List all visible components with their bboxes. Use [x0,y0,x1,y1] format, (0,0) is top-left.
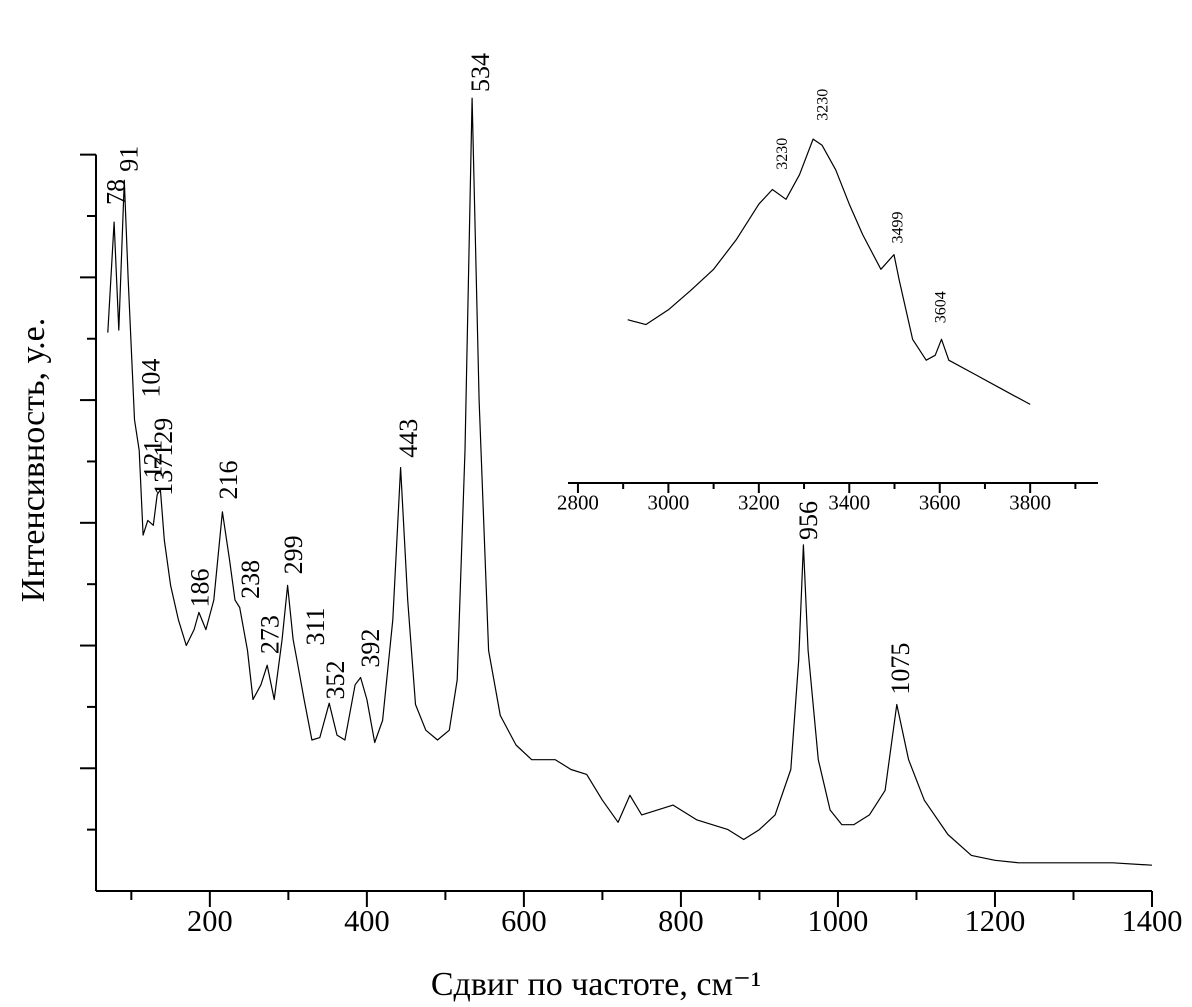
x-tick-label: 3000 [648,491,690,515]
peak-label: 273 [256,615,285,654]
x-tick-label: 200 [187,904,233,938]
peak-label: 121 [139,440,168,479]
y-axis-title: Интенсивность, у.е. [15,318,52,602]
peak-label: 443 [394,419,423,458]
x-tick-label: 600 [501,904,547,938]
peak-label: 238 [236,560,265,599]
x-tick-label: 3400 [828,491,870,515]
x-tick-label: 3200 [738,491,780,515]
peak-label: 3499 [889,212,906,244]
peak-label: 3230 [815,89,832,121]
x-tick-label: 400 [344,904,390,938]
x-tick-label: 3800 [1009,491,1051,515]
peak-label: 956 [794,501,823,540]
spectrum-line [627,138,1031,405]
x-axis-title: Сдвиг по частоте, см⁻¹ [431,966,761,1003]
x-tick-label: 2800 [557,491,599,515]
peak-label: 3604 [932,291,949,323]
peak-label: 534 [466,53,495,92]
peak-label: 78 [102,179,131,205]
x-tick-label: 1000 [808,904,869,938]
x-tick-label: 1400 [1122,904,1183,938]
x-tick-label: 1200 [965,904,1026,938]
peak-label: 216 [214,461,243,500]
peak-label: 137129 [149,418,178,496]
peak-label: 186 [186,569,215,608]
peak-label: 311 [301,607,330,645]
peak-label: 91 [114,146,143,172]
peak-label: 104 [136,359,165,398]
x-tick-label: 3600 [919,491,961,515]
peak-label: 352 [321,661,350,700]
peak-label: 3230 [774,138,791,170]
peak-label: 299 [279,535,308,574]
peak-label: 392 [356,629,385,668]
spectrum-line [107,97,1153,866]
peak-label: 1075 [886,643,915,695]
x-tick-label: 800 [658,904,704,938]
